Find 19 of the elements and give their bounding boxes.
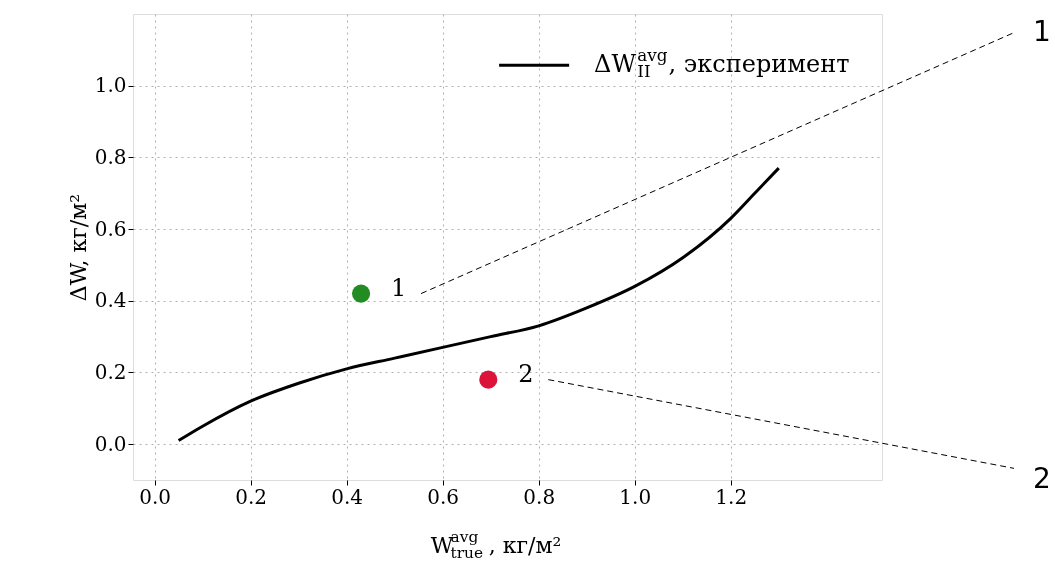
y-tick-label: 0.6 [94,216,127,241]
x-tick-label: 0.0 [139,484,172,509]
text: 1 [1033,14,1051,48]
x-tick-label: 1.2 [715,484,748,509]
line-series [177,166,781,443]
y-tick-label: 0.4 [94,288,127,313]
x-tick-label: 1.0 [619,484,652,509]
y-tick-label: 0.2 [94,359,127,384]
y-tick-label: 0.0 [94,431,127,456]
y-axis-title: ΔW, кг/м² [65,193,91,302]
annotation: 1 [391,273,407,302]
x-tick-label: 0.4 [331,484,364,509]
y-tick-label: 1.0 [94,73,127,98]
text: 2 [1033,462,1051,495]
annotation: 2 [518,359,534,388]
y-tick-label: 0.8 [94,144,127,169]
x-tick-label: 0.2 [235,484,268,509]
x-tick-label: 0.8 [523,484,556,509]
x-tick-label: 0.6 [427,484,460,509]
